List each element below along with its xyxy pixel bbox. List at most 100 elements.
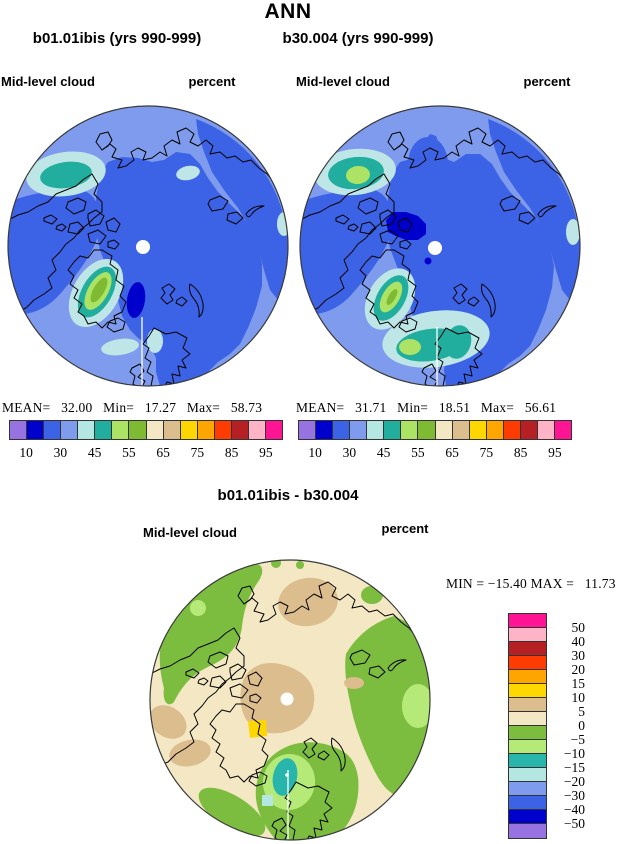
colorbar-cell bbox=[248, 421, 266, 439]
colorbar-tick-label: 75 bbox=[190, 445, 205, 460]
diff-colorbar-cell bbox=[509, 810, 546, 824]
colorbar-cell bbox=[146, 421, 164, 439]
panel2-stats: MEAN= 31.71 Min= 18.51 Max= 56.61 bbox=[296, 400, 557, 415]
colorbar-cell bbox=[10, 421, 28, 439]
colorbar-cell bbox=[520, 421, 538, 439]
colorbar-cell bbox=[129, 421, 147, 439]
colorbar-tick-label: 85 bbox=[513, 445, 528, 460]
diff-colorbar-cell bbox=[509, 614, 546, 628]
colorbar-cell bbox=[95, 421, 113, 439]
colorbar-cell bbox=[163, 421, 181, 439]
diff-colorbar-cell bbox=[509, 698, 546, 712]
diff-colorbar-tick-label: 50 bbox=[571, 620, 586, 635]
diff-colorbar-cell bbox=[509, 768, 546, 782]
map2-boundary bbox=[299, 105, 581, 387]
colorbar-tick-label: 30 bbox=[342, 445, 357, 460]
panel2-units-label: percent bbox=[523, 74, 571, 89]
diff-field-label: Mid-level cloud bbox=[143, 525, 237, 540]
diff-colorbar-wrap: 50 40 30 20 15 10 5 0 −5 −10 −15 −20 −30 −40 −50 bbox=[508, 613, 608, 839]
diff-colorbar-tick-label: 15 bbox=[571, 676, 586, 691]
panel2-colorbar-labels: 10 30 45 55 65 75 85 95 bbox=[298, 445, 572, 461]
map-panel2 bbox=[299, 105, 581, 387]
colorbar-tick-label: 95 bbox=[259, 445, 273, 460]
map-panel1 bbox=[7, 105, 289, 387]
colorbar-cell bbox=[214, 421, 232, 439]
diff-colorbar-tick-label: −15 bbox=[563, 760, 585, 775]
colorbar-cell bbox=[435, 421, 453, 439]
colorbar-cell bbox=[78, 421, 96, 439]
colorbar-tick-label: 55 bbox=[122, 445, 136, 460]
panel1-units-label: percent bbox=[188, 74, 236, 89]
panel1-stats: MEAN= 32.00 Min= 17.27 Max= 58.73 bbox=[2, 400, 263, 415]
diff-colorbar-cell bbox=[509, 754, 546, 768]
diff-colorbar-tick-label: 10 bbox=[571, 690, 586, 705]
diff-colorbar bbox=[508, 613, 547, 839]
colorbar-tick-label: 75 bbox=[479, 445, 494, 460]
colorbar-tick-label: 65 bbox=[445, 445, 459, 460]
diff-colorbar-cell bbox=[509, 726, 546, 740]
panel2-colorbar bbox=[298, 420, 572, 440]
diff-colorbar-cell bbox=[509, 712, 546, 726]
colorbar-cell bbox=[299, 421, 317, 439]
panel2-title: b30.004 (yrs 990-999) bbox=[282, 30, 434, 47]
page-title: ANN bbox=[264, 0, 312, 23]
diff-colorbar-cell bbox=[509, 796, 546, 810]
panel1-field-label: Mid-level cloud bbox=[1, 74, 95, 89]
colorbar-cell bbox=[469, 421, 487, 439]
diff-colorbar-tick-label: 20 bbox=[571, 662, 586, 677]
colorbar-cell bbox=[112, 421, 130, 439]
diff-colorbar-cell bbox=[509, 670, 546, 684]
colorbar-cell bbox=[197, 421, 215, 439]
colorbar-tick-label: 10 bbox=[19, 445, 33, 460]
colorbar-cell bbox=[452, 421, 470, 439]
colorbar-tick-label: 45 bbox=[376, 445, 391, 460]
panel1-title: b01.01ibis (yrs 990-999) bbox=[32, 30, 202, 47]
diff-map-boundary bbox=[149, 559, 431, 841]
colorbar-cell bbox=[333, 421, 351, 439]
colorbar-tick-label: 65 bbox=[156, 445, 170, 460]
diff-colorbar-tick-label: −5 bbox=[570, 732, 585, 747]
colorbar-cell bbox=[265, 421, 282, 439]
diff-colorbar-cell bbox=[509, 740, 546, 754]
colorbar-cell bbox=[350, 421, 368, 439]
colorbar-cell bbox=[384, 421, 402, 439]
diff-colorbar-tick-label: −40 bbox=[563, 802, 585, 817]
diff-colorbar-tick-label: −30 bbox=[563, 788, 585, 803]
colorbar-tick-label: 10 bbox=[308, 445, 322, 460]
diff-colorbar-tick-label: 40 bbox=[571, 634, 586, 649]
diff-colorbar-cell bbox=[509, 824, 546, 838]
diff-colorbar-cell bbox=[509, 628, 546, 642]
diff-colorbar-tick-label: 5 bbox=[578, 704, 585, 719]
colorbar-cell bbox=[401, 421, 419, 439]
colorbar-cell bbox=[316, 421, 334, 439]
diff-colorbar-tick-label: 30 bbox=[571, 648, 586, 663]
colorbar-tick-label: 55 bbox=[411, 445, 425, 460]
colorbar-cell bbox=[537, 421, 555, 439]
colorbar-cell bbox=[27, 421, 45, 439]
colorbar-cell bbox=[44, 421, 62, 439]
map-diff bbox=[149, 559, 431, 841]
colorbar-tick-label: 85 bbox=[224, 445, 239, 460]
colorbar-tick-label: 30 bbox=[53, 445, 68, 460]
diff-units-label: percent bbox=[381, 521, 429, 536]
colorbar-cell bbox=[180, 421, 198, 439]
colorbar-cell bbox=[367, 421, 385, 439]
colorbar-tick-label: 95 bbox=[548, 445, 562, 460]
colorbar-cell bbox=[486, 421, 504, 439]
diff-colorbar-cell bbox=[509, 656, 546, 670]
diff-minmax: MIN = −15.40 MAX = 11.73 bbox=[446, 576, 616, 591]
colorbar-cell bbox=[418, 421, 436, 439]
diff-colorbar-cell bbox=[509, 642, 546, 656]
diff-colorbar-tick-label: −20 bbox=[563, 774, 585, 789]
diff-colorbar-cell bbox=[509, 684, 546, 698]
colorbar-tick-label: 45 bbox=[87, 445, 102, 460]
diff-colorbar-tick-label: 0 bbox=[578, 718, 585, 733]
panel2-field-label: Mid-level cloud bbox=[296, 74, 390, 89]
colorbar-cell bbox=[554, 421, 571, 439]
diff-colorbar-tick-label: −50 bbox=[563, 816, 585, 831]
map1-boundary bbox=[7, 105, 289, 387]
panel1-colorbar bbox=[9, 420, 283, 440]
diff-title: b01.01ibis - b30.004 bbox=[217, 487, 359, 504]
colorbar-cell bbox=[231, 421, 249, 439]
